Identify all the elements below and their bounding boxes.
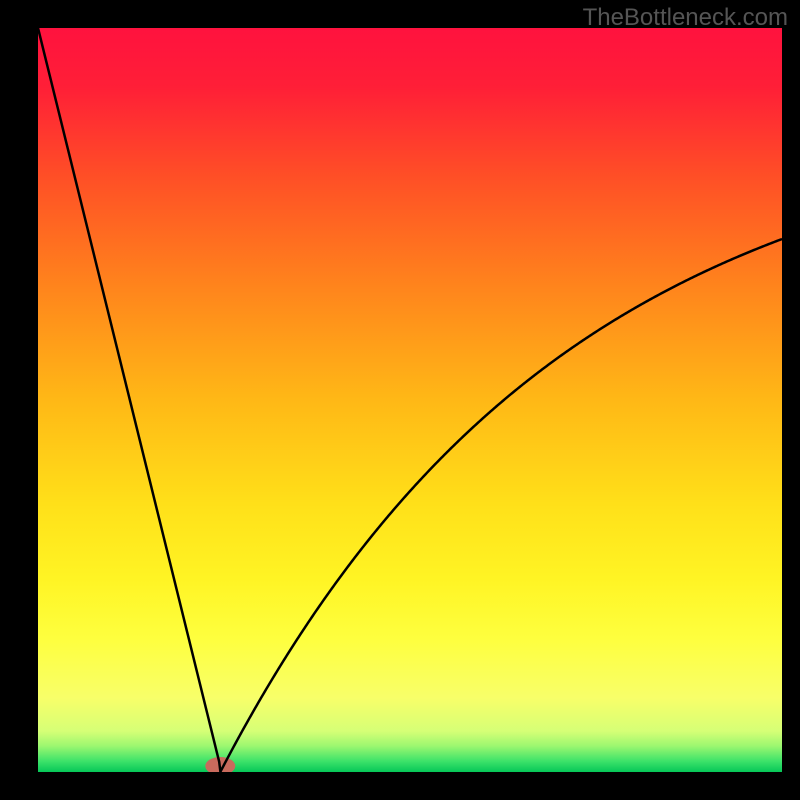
chart-svg [0,0,800,800]
watermark-text: TheBottleneck.com [583,4,788,32]
chart-stage: TheBottleneck.com [0,0,800,800]
gradient-background [38,28,782,772]
